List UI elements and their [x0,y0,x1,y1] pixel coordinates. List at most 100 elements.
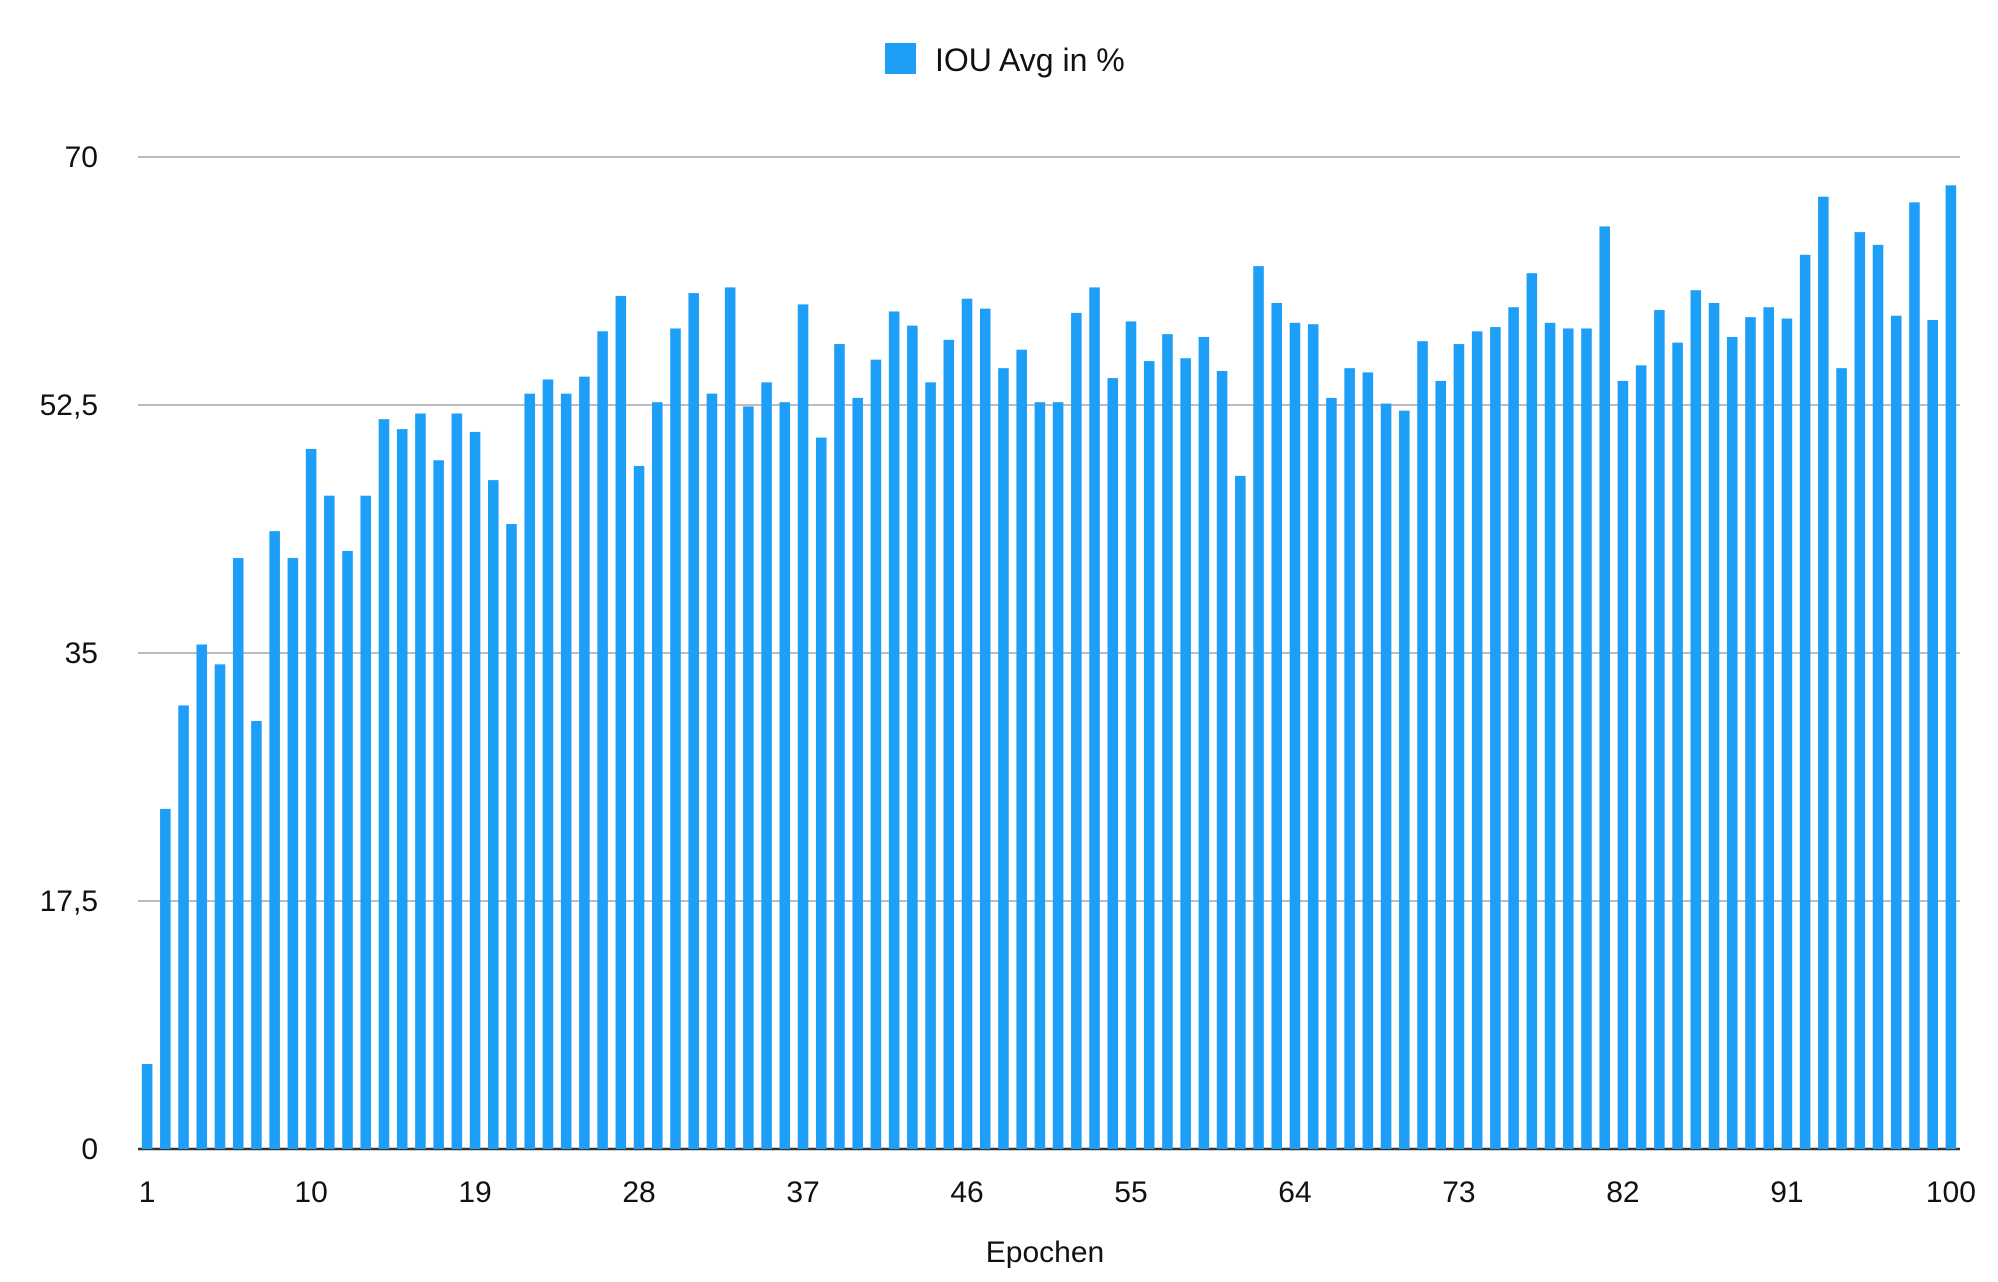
bar [1490,327,1501,1149]
bar [178,705,189,1149]
x-tick-label: 73 [1442,1176,1475,1209]
x-tick-label: 91 [1770,1176,1803,1209]
x-tick-label: 28 [622,1176,655,1209]
bar [633,465,645,1149]
bar [797,304,809,1149]
bar [979,308,991,1149]
bar [1235,475,1246,1149]
bar [1617,380,1629,1149]
bar [1781,318,1793,1149]
bar [1799,254,1811,1149]
x-tick-label: 55 [1114,1176,1147,1209]
bar [305,448,317,1149]
bar [1362,372,1374,1149]
bar [1071,312,1082,1149]
bar [196,644,208,1149]
bar [724,287,736,1149]
bar [1654,310,1665,1149]
bar [1380,403,1392,1150]
bar [1107,378,1119,1149]
bar [1289,322,1301,1149]
bar [1326,397,1337,1149]
bar [1089,287,1100,1149]
bar [396,429,408,1150]
bar [852,397,863,1149]
bar [415,413,426,1149]
bar [1271,302,1283,1150]
x-tick-label: 10 [294,1176,327,1209]
x-tick-label: 1 [139,1176,156,1209]
bar [251,721,262,1149]
bar [943,339,955,1149]
bar [597,331,608,1149]
bar [1344,368,1355,1149]
bar [1216,370,1228,1149]
bar [1635,365,1647,1149]
bar [1927,319,1938,1150]
x-tick-label: 100 [1926,1176,1976,1209]
bar [451,413,463,1149]
bar [360,495,372,1149]
bar [1125,321,1137,1149]
bar [779,402,791,1149]
bar [1526,273,1538,1150]
bar [1143,361,1155,1149]
bar [1945,185,1957,1150]
bar [1471,331,1483,1149]
bar [1016,349,1027,1150]
bar [287,558,299,1149]
bar [1690,290,1702,1150]
bar [1763,307,1774,1150]
y-axis-ticks: 0 17,5 35 52,5 70 [40,141,98,1166]
bar [615,295,627,1149]
x-axis-title: Epochen [986,1236,1104,1269]
bar [342,550,353,1149]
bar [1162,334,1173,1149]
bar [160,808,171,1149]
x-tick-label: 37 [786,1176,819,1209]
bar [907,325,918,1149]
bar [269,531,280,1149]
bar [1672,342,1683,1149]
x-tick-label: 82 [1606,1176,1639,1209]
bar [1890,315,1902,1150]
bar [688,293,699,1149]
bar [488,480,499,1149]
bar [1198,336,1210,1150]
x-tick-label: 19 [458,1176,491,1209]
bar [1726,336,1738,1150]
y-tick-label: 0 [81,1133,98,1166]
bar [670,328,681,1150]
bar [1180,358,1191,1150]
y-tick-label: 17,5 [40,885,98,918]
bar [1581,328,1592,1150]
bar [232,558,244,1149]
x-tick-label: 64 [1278,1176,1311,1209]
legend-swatch [885,43,916,74]
bar [815,437,827,1150]
bar [1909,202,1920,1150]
bar [1745,317,1756,1149]
bar [1872,244,1884,1150]
bar [433,460,444,1149]
y-tick-label: 70 [65,141,98,174]
bar [1708,302,1720,1150]
bar [1307,324,1319,1150]
bar [542,379,554,1149]
bar [469,431,481,1149]
gridlines [138,156,1960,1151]
bar [1435,380,1447,1149]
bar [1453,344,1465,1149]
bar [1034,402,1046,1149]
bar [651,402,663,1149]
x-axis-ticks: 1 10 19 28 37 46 55 64 73 82 91 100 [139,1176,1976,1209]
bar [141,1063,153,1149]
bar [706,393,718,1149]
bar [1544,322,1556,1149]
bar [524,393,536,1149]
y-tick-label: 35 [65,637,98,670]
bar [870,359,882,1149]
bar [1253,266,1264,1149]
legend-label: IOU Avg in % [935,42,1125,78]
